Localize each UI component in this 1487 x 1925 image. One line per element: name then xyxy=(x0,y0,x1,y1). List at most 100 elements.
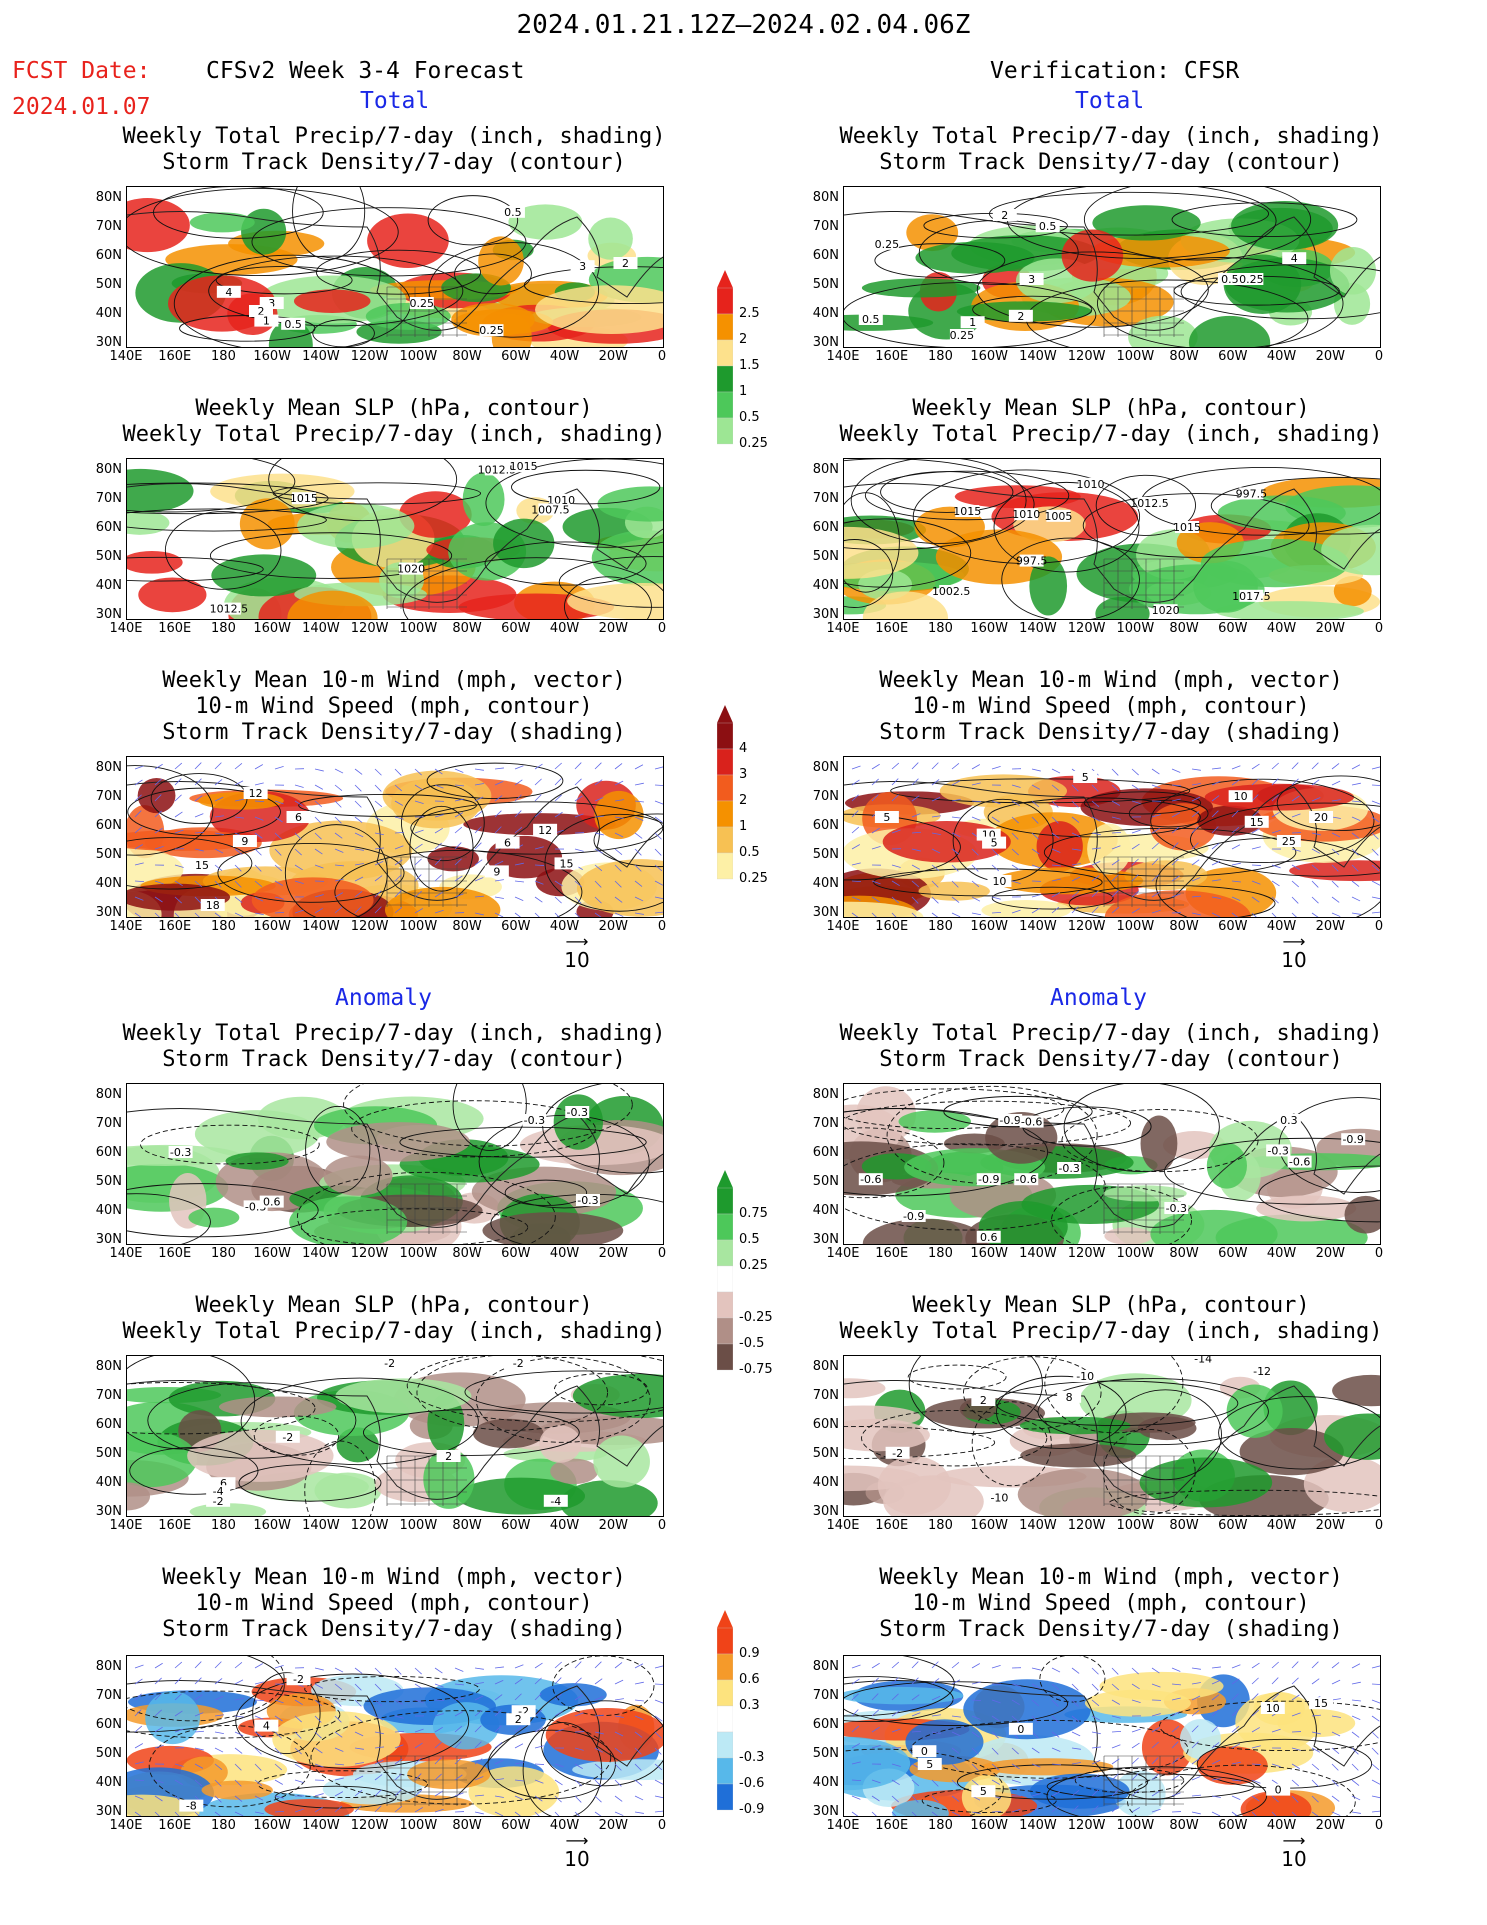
wind-vector xyxy=(1331,1679,1341,1685)
wind-vector xyxy=(1291,1795,1299,1803)
wind-vector xyxy=(154,1693,162,1701)
wind-vector xyxy=(234,1747,243,1754)
lat-tick-label: 70N xyxy=(95,1116,122,1131)
coastline xyxy=(127,482,663,603)
shading-cell xyxy=(1095,596,1150,619)
wind-vector xyxy=(1031,1683,1041,1689)
wind-vector xyxy=(1151,827,1160,834)
lon-tick-label: 20W xyxy=(1315,621,1345,636)
wind-vector xyxy=(1111,845,1121,850)
wind-vector xyxy=(354,832,364,838)
shading-cell xyxy=(862,591,949,619)
wind-vector xyxy=(991,848,999,856)
wind-vector xyxy=(234,1679,244,1685)
contour-line xyxy=(426,762,564,799)
wind-vector xyxy=(871,880,881,885)
wind-vector xyxy=(1291,1811,1297,1816)
shading-cell xyxy=(844,1418,930,1452)
contour-line xyxy=(1082,493,1310,558)
lon-tick-label: 80W xyxy=(1169,1518,1199,1533)
wind-vector xyxy=(1191,1811,1201,1815)
wind-vector xyxy=(1131,829,1141,834)
wind-vector xyxy=(1231,1811,1238,1816)
contour-label: 5 xyxy=(991,837,998,850)
main-title: 2024.01.21.12Z—2024.02.04.06Z xyxy=(516,10,971,40)
colorbar-segment xyxy=(716,1731,734,1759)
lon-tick-label: 160E xyxy=(875,621,909,636)
wind-vector xyxy=(1051,848,1061,853)
wind-vector xyxy=(174,762,183,770)
wind-vector xyxy=(194,1763,204,1769)
contour-line xyxy=(454,253,532,295)
wind-vector xyxy=(1151,1741,1159,1749)
wind-vector xyxy=(494,1694,503,1701)
wind-vector xyxy=(374,906,382,914)
wind-vector xyxy=(434,1683,444,1688)
wind-vector xyxy=(871,1811,877,1816)
lat-tick-label: 50N xyxy=(812,1746,839,1761)
contour-line xyxy=(475,1357,651,1443)
lat-tick-label: 50N xyxy=(812,277,839,292)
wind-vector xyxy=(454,1774,463,1781)
wind-vector xyxy=(1051,816,1059,824)
contour-label: -2 xyxy=(282,1431,293,1444)
wind-vector xyxy=(1331,896,1340,903)
lat-tick-label: 40N xyxy=(812,578,839,593)
wind-vector xyxy=(1331,1662,1340,1669)
contour-line xyxy=(844,539,894,608)
wind-vector xyxy=(354,891,363,898)
wind-vector xyxy=(1211,1778,1221,1781)
wind-vector xyxy=(534,1779,544,1784)
lat-tick-label: 70N xyxy=(812,1688,839,1703)
wind-vector xyxy=(174,778,182,786)
wind-vector xyxy=(374,1731,384,1735)
lon-tick-label: 160E xyxy=(158,349,192,364)
wind-vector xyxy=(334,864,344,867)
contour-label: -0.3 xyxy=(1166,1202,1187,1215)
lon-tick-label: 120W xyxy=(1067,349,1106,364)
contour-label: 2 xyxy=(258,305,265,318)
wind-vector xyxy=(474,811,483,818)
wind-vector xyxy=(1031,1731,1039,1739)
wind-vector xyxy=(294,880,304,885)
wind-vector xyxy=(971,1731,980,1738)
contour-line xyxy=(844,813,961,881)
wind-vector xyxy=(354,1775,364,1781)
wind-vector xyxy=(634,1663,644,1669)
lon-tick-label: 60W xyxy=(501,349,531,364)
shading-cell xyxy=(427,846,479,872)
wind-vector xyxy=(1171,1741,1179,1749)
lon-tick-label: 160W xyxy=(253,1818,291,1833)
lon-tick-label: 160E xyxy=(875,1246,909,1261)
wind-vector xyxy=(434,1773,442,1781)
fc-anom-precip-svg: -0.3-0.30.6-0.3-0.3-0.3 xyxy=(127,1084,663,1244)
lon-tick-label: 100W xyxy=(399,1818,438,1833)
wind-vector xyxy=(634,800,644,803)
wind-vector xyxy=(1291,1763,1300,1769)
left-anomaly-label: Anomaly xyxy=(335,985,432,1011)
coastline xyxy=(127,1679,663,1800)
lon-tick-label: 180 xyxy=(211,1518,236,1533)
lat-tick-label: 50N xyxy=(95,847,122,862)
wind-vector xyxy=(254,1811,264,1815)
lon-tick-label: 80W xyxy=(1169,1246,1199,1261)
wind-vector xyxy=(951,1697,961,1701)
wind-vector xyxy=(931,762,939,770)
wind-vector xyxy=(1111,1715,1121,1719)
wind-vector xyxy=(494,810,502,818)
wind-vector xyxy=(554,794,562,802)
anomprecip-colorbar xyxy=(716,1170,734,1376)
wind-vector xyxy=(1151,768,1160,775)
wind-vector xyxy=(554,1693,562,1701)
wind-vector xyxy=(1371,880,1380,886)
shading-cell xyxy=(468,1766,560,1816)
lon-tick-label: 140W xyxy=(302,919,340,934)
contour-line xyxy=(310,1710,612,1805)
wind-vector xyxy=(234,798,244,802)
wind-vector xyxy=(514,862,524,866)
wind-vector xyxy=(214,796,224,802)
wind-vector xyxy=(614,880,622,888)
contour-label: 10 xyxy=(1266,1702,1280,1715)
wind-vector xyxy=(594,848,604,854)
obs-anom-slp-title-line1: Weekly Mean SLP (hPa, contour) xyxy=(912,1293,1310,1318)
